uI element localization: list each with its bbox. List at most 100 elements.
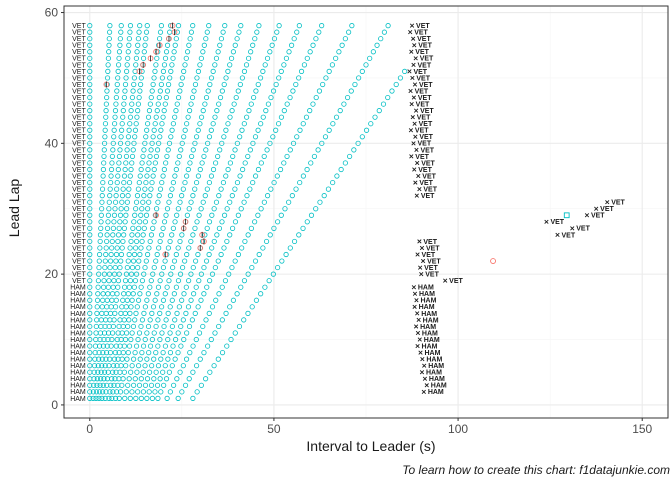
gap-point — [160, 264, 167, 271]
leader-code-label: HAM — [70, 370, 86, 377]
gap-point — [108, 166, 115, 173]
gap-point — [129, 330, 135, 336]
lapped-code-label: VET — [600, 206, 614, 213]
gap-point — [95, 284, 101, 290]
leader-point — [87, 317, 93, 323]
gap-point — [248, 49, 254, 55]
gap-point — [200, 323, 206, 330]
gap-point — [151, 127, 157, 133]
gap-point — [281, 160, 287, 166]
lapped-code-label: VET — [415, 49, 429, 56]
lapped-code-label: VET — [414, 30, 428, 37]
lapped-code-label: HAM — [428, 389, 444, 396]
gap-point — [111, 134, 117, 140]
lapped-marker — [415, 311, 420, 316]
gap-point — [148, 94, 154, 101]
gap-point — [218, 36, 225, 42]
gap-point — [144, 23, 150, 29]
gap-point — [114, 336, 120, 343]
lapped-marker — [411, 285, 416, 290]
gap-point — [146, 108, 153, 114]
gap-point — [164, 206, 171, 212]
gap-point — [169, 323, 175, 330]
gap-point — [150, 304, 157, 310]
gap-point — [181, 68, 187, 74]
gap-point — [378, 36, 384, 42]
gap-point — [298, 68, 305, 74]
gap-point — [126, 251, 132, 258]
lapped-code-label: VET — [418, 62, 432, 69]
gap-point — [103, 356, 109, 362]
leader-code-label: VET — [72, 278, 86, 285]
gap-point — [286, 49, 292, 55]
lapped-code-label: HAM — [419, 304, 435, 311]
gap-point — [170, 225, 176, 231]
lapped-code-label: VET — [415, 154, 429, 161]
gap-point — [267, 232, 273, 238]
lapped-marker — [419, 245, 425, 251]
gap-point — [136, 382, 143, 388]
gap-point — [118, 134, 124, 140]
gap-point — [151, 219, 157, 225]
gap-point — [157, 186, 164, 192]
gap-point — [172, 317, 178, 323]
gap-point — [136, 225, 142, 231]
gap-point — [236, 323, 243, 330]
gap-point — [279, 258, 285, 264]
gap-point — [218, 186, 224, 192]
gap-point — [138, 284, 144, 290]
gap-point — [226, 271, 232, 277]
gap-point — [242, 238, 248, 245]
gap-point — [225, 68, 231, 74]
gap-point — [252, 173, 259, 179]
gap-point — [108, 343, 114, 349]
gap-point — [192, 258, 199, 264]
leader-point — [87, 140, 93, 146]
gap-point — [117, 36, 123, 42]
gap-point — [352, 81, 358, 88]
gap-point — [170, 121, 176, 127]
gap-point — [303, 114, 310, 120]
gap-point — [183, 356, 190, 362]
gap-point — [286, 199, 292, 205]
gap-point — [210, 166, 217, 173]
gap-point — [282, 206, 288, 212]
gap-point — [121, 101, 127, 107]
leader-code-label: VET — [72, 49, 86, 56]
gap-point — [263, 108, 269, 114]
gap-point — [120, 350, 126, 356]
gap-point — [310, 42, 316, 48]
gap-point — [109, 395, 115, 401]
gap-point — [261, 153, 267, 160]
gap-point — [170, 264, 176, 271]
gap-point — [139, 238, 145, 245]
marker-labels: VETVETVETVETVETVETVETVETVETVETVETVETVETV… — [70, 23, 625, 403]
gap-point — [99, 186, 106, 192]
leader-point — [87, 323, 93, 330]
gap-point — [103, 251, 109, 258]
gap-point — [385, 23, 391, 29]
gap-point — [198, 382, 204, 388]
gap-point — [123, 212, 129, 218]
gap-point — [136, 29, 142, 35]
gap-point — [165, 81, 172, 88]
gap-point — [116, 153, 123, 160]
gap-point — [110, 147, 116, 153]
leader-code-label: HAM — [70, 317, 86, 324]
gap-point — [227, 62, 233, 68]
gap-point — [232, 147, 238, 153]
gap-point — [177, 238, 183, 245]
gap-point — [287, 147, 293, 153]
lapped-marker — [408, 128, 414, 133]
lapped-code-label: HAM — [421, 311, 437, 318]
leader-code-label: VET — [72, 82, 86, 89]
gap-point — [185, 166, 191, 173]
gap-point — [198, 114, 205, 120]
lapped-marker — [414, 298, 419, 303]
gap-point — [207, 369, 213, 375]
gap-point — [105, 55, 112, 61]
gap-point — [94, 376, 100, 382]
gap-point — [179, 193, 185, 199]
gap-point — [157, 238, 163, 245]
